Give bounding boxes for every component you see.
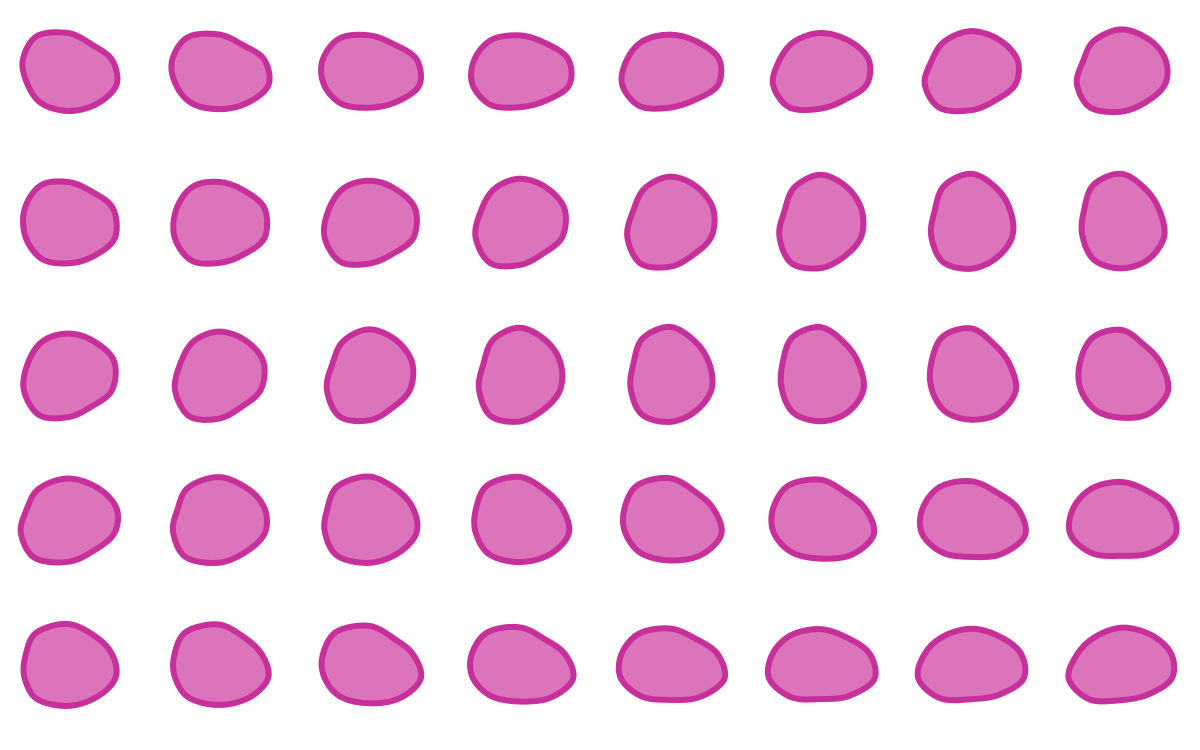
blob-shape-r4-c6 bbox=[768, 476, 878, 562]
blob-shape-r5-c3 bbox=[318, 622, 425, 707]
blob-shape-r2-c3 bbox=[320, 177, 420, 268]
blob-shape-r2-c1 bbox=[20, 178, 120, 267]
blob-shape-r1-c1 bbox=[19, 29, 121, 115]
blob-shape-r4-c4 bbox=[471, 473, 573, 566]
blob-shape-r2-c6 bbox=[776, 171, 867, 272]
blob-shape-r3-c2 bbox=[171, 328, 268, 423]
blob-shape-r3-c8 bbox=[1075, 326, 1172, 421]
blob-shape-r4-c1 bbox=[17, 475, 122, 566]
blob-shape-r4-c7 bbox=[916, 477, 1029, 561]
blob-shape-r3-c3 bbox=[323, 326, 417, 425]
blob-shape-r2-c5 bbox=[624, 173, 718, 271]
blob-shape-r1-c4 bbox=[468, 32, 575, 111]
blob-shape-r4-c8 bbox=[1065, 478, 1180, 560]
blob-shape-r5-c4 bbox=[467, 623, 577, 705]
blob-shape-r2-c4 bbox=[472, 175, 569, 270]
blob-shape-r3-c7 bbox=[926, 325, 1020, 423]
blob-shape-r1-c6 bbox=[769, 30, 874, 113]
blob-shape-r2-c7 bbox=[927, 170, 1017, 272]
blob-shape-r4-c3 bbox=[321, 473, 421, 566]
blob-shape-r2-c2 bbox=[170, 178, 271, 267]
blob-shape-r3-c5 bbox=[627, 323, 716, 425]
blob-shape-r5-c1 bbox=[20, 620, 120, 709]
blob-shape-r3-c1 bbox=[20, 330, 119, 422]
blob-shape-r5-c2 bbox=[169, 621, 272, 708]
blob-shape-r1-c8 bbox=[1073, 26, 1171, 116]
blob-shape-r4-c2 bbox=[169, 474, 271, 567]
blob-shape-r1-c3 bbox=[318, 31, 424, 111]
blob-shape-r3-c4 bbox=[475, 324, 566, 425]
blob-shape-r5-c8 bbox=[1065, 624, 1178, 705]
blob-shape-r4-c5 bbox=[619, 474, 725, 564]
blob-shape-r1-c2 bbox=[168, 30, 273, 113]
blob-shape-r1-c7 bbox=[921, 28, 1022, 115]
blob-shape-r5-c6 bbox=[764, 626, 879, 703]
blob-shape-r1-c5 bbox=[618, 31, 725, 112]
blob-shape-r2-c8 bbox=[1078, 170, 1168, 272]
blob-shape-r3-c6 bbox=[777, 324, 867, 425]
blob-shape-r5-c5 bbox=[615, 625, 729, 704]
blob-shape-r5-c7 bbox=[914, 625, 1029, 704]
